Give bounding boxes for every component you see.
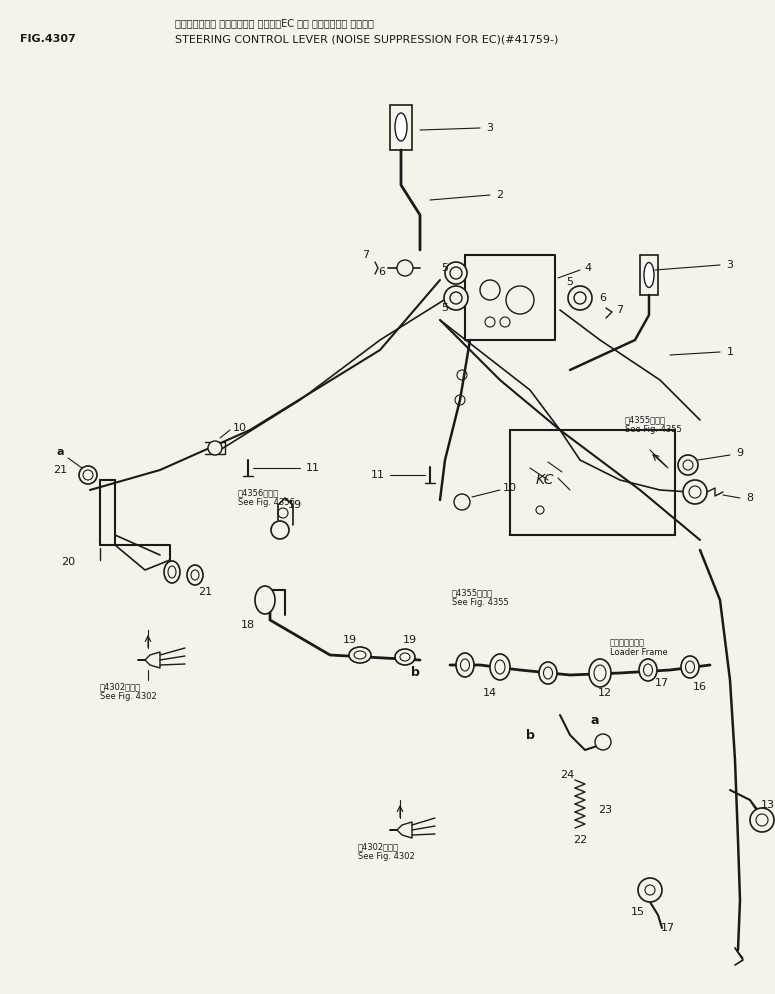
Circle shape — [683, 480, 707, 504]
Text: 3: 3 — [726, 260, 733, 270]
Text: 17: 17 — [655, 678, 669, 688]
Circle shape — [595, 734, 611, 750]
Bar — [510, 430, 675, 535]
Ellipse shape — [490, 654, 510, 680]
Text: 第4302図参照
See Fig. 4302: 第4302図参照 See Fig. 4302 — [100, 682, 157, 702]
Text: 11: 11 — [306, 463, 320, 473]
Text: 19: 19 — [288, 500, 302, 510]
Circle shape — [454, 494, 470, 510]
Text: 11: 11 — [371, 470, 385, 480]
Circle shape — [397, 260, 413, 276]
Ellipse shape — [644, 262, 654, 287]
Text: 6: 6 — [600, 293, 607, 303]
Text: 1: 1 — [726, 347, 733, 357]
Circle shape — [79, 466, 97, 484]
Ellipse shape — [164, 561, 180, 583]
Text: 19: 19 — [403, 635, 417, 645]
Text: 第4355図参照
See Fig. 4355: 第4355図参照 See Fig. 4355 — [625, 415, 682, 434]
Ellipse shape — [187, 565, 203, 585]
Text: 第4356図参照
See Fig. 4356: 第4356図参照 See Fig. 4356 — [238, 488, 294, 507]
Text: ステアリング・ コントロール レバー（EC ムケ テインウォン ショウ）: ステアリング・ コントロール レバー（EC ムケ テインウォン ショウ） — [175, 18, 374, 28]
Circle shape — [638, 878, 662, 902]
Text: 10: 10 — [233, 423, 247, 433]
Text: 21: 21 — [53, 465, 67, 475]
Circle shape — [568, 286, 592, 310]
Text: b: b — [525, 729, 535, 742]
Text: 2: 2 — [497, 190, 504, 200]
Text: 20: 20 — [61, 557, 75, 567]
Ellipse shape — [539, 662, 557, 684]
Text: 9: 9 — [736, 448, 743, 458]
Text: 23: 23 — [598, 805, 612, 815]
Ellipse shape — [255, 586, 275, 614]
Text: 12: 12 — [598, 688, 612, 698]
Text: 16: 16 — [693, 682, 707, 692]
Text: 19: 19 — [343, 635, 357, 645]
Text: ローダフレーム
Loader Frame: ローダフレーム Loader Frame — [610, 638, 668, 657]
Text: KC: KC — [536, 473, 554, 487]
Text: 第4302図参照
See Fig. 4302: 第4302図参照 See Fig. 4302 — [358, 842, 415, 862]
Text: 5: 5 — [442, 263, 449, 273]
Bar — [390, 105, 412, 150]
Text: 24: 24 — [560, 770, 574, 780]
Text: 5: 5 — [442, 303, 449, 313]
Text: 13: 13 — [761, 800, 775, 810]
Text: 18: 18 — [241, 620, 255, 630]
Text: 7: 7 — [616, 305, 624, 315]
Text: STEERING CONTROL LEVER (NOISE SUPPRESSION FOR EC)(#41759-): STEERING CONTROL LEVER (NOISE SUPPRESSIO… — [175, 34, 558, 44]
Text: 14: 14 — [483, 688, 497, 698]
Text: 22: 22 — [573, 835, 587, 845]
Ellipse shape — [589, 659, 611, 687]
Ellipse shape — [395, 113, 407, 141]
Text: a: a — [591, 714, 599, 727]
Text: 3: 3 — [487, 123, 494, 133]
Ellipse shape — [395, 649, 415, 665]
Text: 17: 17 — [661, 923, 675, 933]
Text: 10: 10 — [503, 483, 517, 493]
Ellipse shape — [456, 653, 474, 677]
Circle shape — [750, 808, 774, 832]
Circle shape — [445, 262, 467, 284]
Circle shape — [208, 441, 222, 455]
Text: 15: 15 — [631, 907, 645, 917]
Text: b: b — [411, 666, 419, 679]
Ellipse shape — [681, 656, 699, 678]
Text: 21: 21 — [198, 587, 212, 597]
Text: 6: 6 — [378, 267, 385, 277]
Ellipse shape — [639, 659, 657, 681]
Circle shape — [271, 521, 289, 539]
Circle shape — [678, 455, 698, 475]
Bar — [640, 255, 658, 295]
Ellipse shape — [349, 647, 371, 663]
Text: 7: 7 — [363, 250, 370, 260]
Text: 5: 5 — [567, 277, 574, 287]
Text: 4: 4 — [584, 263, 591, 273]
Text: 第4355図参照
See Fig. 4355: 第4355図参照 See Fig. 4355 — [452, 588, 508, 607]
Text: a: a — [57, 447, 64, 457]
Text: 8: 8 — [746, 493, 753, 503]
Text: FIG.4307: FIG.4307 — [20, 34, 76, 44]
Circle shape — [444, 286, 468, 310]
